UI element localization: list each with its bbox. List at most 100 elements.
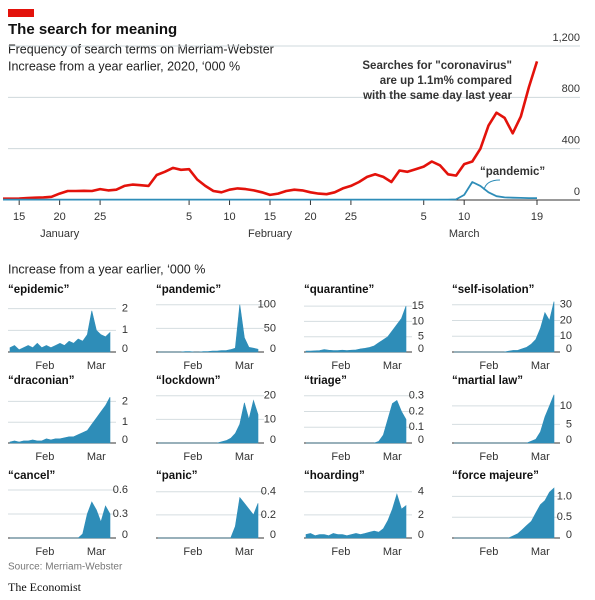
annotation: are up 1.1m% compared xyxy=(380,75,512,87)
x-tick-label: Mar xyxy=(87,451,106,463)
x-tick-label: Feb xyxy=(183,451,202,463)
x-tick-label: Feb xyxy=(479,546,498,558)
y-tick-label: 0 xyxy=(566,343,572,355)
y-tick-label: 0.2 xyxy=(261,509,276,521)
y-tick-label: 100 xyxy=(258,299,276,311)
y-tick-label: 20 xyxy=(264,390,276,402)
x-tick-label: Feb xyxy=(331,546,350,558)
x-tick-label: Mar xyxy=(531,546,550,558)
brand-bar xyxy=(8,9,34,17)
x-tick-label: Feb xyxy=(183,546,202,558)
area xyxy=(158,399,259,444)
y-tick-label: 0 xyxy=(122,529,128,541)
y-tick-label: 4 xyxy=(418,486,424,498)
panel-title: “self-isolation” xyxy=(452,284,534,296)
month-label: January xyxy=(40,228,80,240)
x-tick-label: Mar xyxy=(87,360,106,372)
x-tick-label: Mar xyxy=(531,360,550,372)
annotation: Searches for "coronavirus" xyxy=(362,60,512,72)
x-tick-label: Feb xyxy=(479,451,498,463)
annotation: with the same day last year xyxy=(362,90,512,102)
y-tick-label: 0 xyxy=(122,434,128,446)
area xyxy=(9,397,111,444)
x-tick-label: Feb xyxy=(35,360,54,372)
x-tick-label: 5 xyxy=(421,211,427,223)
y-tick-label: 20 xyxy=(560,314,572,326)
area xyxy=(158,304,259,353)
panel-title: “epidemic” xyxy=(8,284,69,296)
x-tick-label: Mar xyxy=(235,546,254,558)
y-tick-label: 10 xyxy=(264,413,276,425)
x-tick-label: 19 xyxy=(531,211,543,223)
annotation: “pandemic” xyxy=(480,166,545,178)
y-tick-label: 800 xyxy=(562,83,580,95)
y-tick-label: 2 xyxy=(418,509,424,521)
area xyxy=(454,394,555,444)
x-tick-label: 20 xyxy=(54,211,66,223)
y-tick-label: 0 xyxy=(270,434,276,446)
area xyxy=(454,487,555,539)
y-tick-label: 2 xyxy=(122,303,128,315)
x-tick-label: 20 xyxy=(304,211,316,223)
area xyxy=(9,310,111,353)
x-tick-label: 5 xyxy=(186,211,192,223)
x-tick-label: 10 xyxy=(223,211,235,223)
y-tick-label: 1 xyxy=(122,416,128,428)
y-tick-label: 10 xyxy=(412,315,424,327)
panel-title: “quarantine” xyxy=(304,284,374,296)
panel-title: “triage” xyxy=(304,375,347,387)
series-line xyxy=(3,61,539,200)
x-tick-label: 25 xyxy=(345,211,357,223)
y-tick-label: 0 xyxy=(566,529,572,541)
x-tick-label: Mar xyxy=(383,546,402,558)
panel-title: “pandemic” xyxy=(156,284,221,296)
panel-title: “draconian” xyxy=(8,375,74,387)
subtitle: Increase from a year earlier, 2020, ‘000… xyxy=(8,59,240,73)
x-tick-label: Mar xyxy=(383,360,402,372)
y-tick-label: 10 xyxy=(560,330,572,342)
y-tick-label: 30 xyxy=(560,299,572,311)
x-tick-label: Feb xyxy=(331,451,350,463)
y-tick-label: 400 xyxy=(562,135,580,147)
series-line xyxy=(3,181,537,201)
y-tick-label: 0 xyxy=(574,186,580,198)
area xyxy=(305,493,407,539)
x-tick-label: Mar xyxy=(383,451,402,463)
y-tick-label: 1.0 xyxy=(557,490,572,502)
y-tick-label: 2 xyxy=(122,395,128,407)
x-tick-label: 15 xyxy=(13,211,25,223)
panel-title: “panic” xyxy=(156,470,198,482)
area xyxy=(305,305,407,353)
y-tick-label: 5 xyxy=(418,331,424,343)
y-tick-label: 0.3 xyxy=(113,508,128,520)
area xyxy=(454,301,555,353)
x-tick-label: Mar xyxy=(87,546,106,558)
source: Source: Merriam-Webster xyxy=(8,562,123,573)
x-tick-label: Mar xyxy=(235,360,254,372)
x-tick-label: Mar xyxy=(531,451,550,463)
y-tick-label: 0 xyxy=(418,343,424,355)
panel-title: “force majeure” xyxy=(452,470,539,482)
panel-title: “lockdown” xyxy=(156,375,221,387)
x-tick-label: Feb xyxy=(35,451,54,463)
month-label: February xyxy=(248,228,293,240)
y-tick-label: 50 xyxy=(264,322,276,334)
area xyxy=(158,496,259,539)
x-tick-label: 15 xyxy=(264,211,276,223)
x-tick-label: Feb xyxy=(183,360,202,372)
y-tick-label: 0.4 xyxy=(261,486,276,498)
y-tick-label: 0.3 xyxy=(409,390,424,402)
y-tick-label: 0 xyxy=(418,529,424,541)
y-tick-label: 0.5 xyxy=(557,511,572,523)
month-label: March xyxy=(449,228,480,240)
y-tick-label: 0.2 xyxy=(409,405,424,417)
brand: The Economist xyxy=(8,580,82,594)
y-tick-label: 0 xyxy=(270,343,276,355)
x-tick-label: Feb xyxy=(479,360,498,372)
y-tick-label: 0.1 xyxy=(409,421,424,433)
area xyxy=(306,400,407,444)
y-tick-label: 10 xyxy=(560,400,572,412)
panel-title: “martial law” xyxy=(452,375,523,387)
panel-title: “hoarding” xyxy=(304,470,365,482)
